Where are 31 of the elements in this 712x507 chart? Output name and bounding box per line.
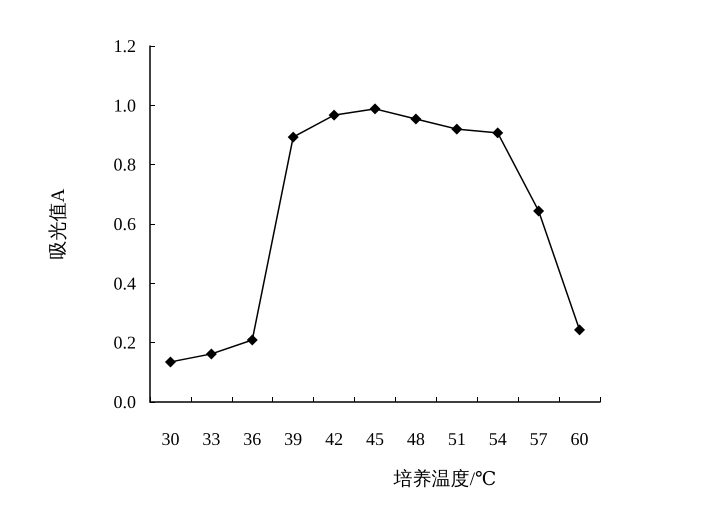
y-tick-label: 1.0: [114, 95, 136, 116]
x-tick-label: 60: [570, 429, 589, 449]
x-tick-label: 33: [202, 429, 220, 449]
y-axis-title: 吸光值A: [48, 188, 69, 260]
x-tick-label: 39: [284, 429, 302, 449]
point: [164, 356, 176, 368]
x-axis-title: 培养温度/℃: [392, 468, 496, 490]
y-tick-label: 0.0: [114, 392, 136, 412]
point: [206, 348, 217, 360]
point: [533, 205, 544, 216]
y-tick-label: 0.6: [114, 214, 136, 234]
x-tick-label: 54: [488, 429, 507, 449]
point: [328, 110, 340, 121]
x-tick-label: 42: [325, 429, 344, 449]
point: [574, 324, 586, 336]
point: [410, 113, 422, 124]
x-tick-label: 36: [243, 429, 262, 449]
point: [492, 127, 504, 138]
point: [451, 124, 462, 135]
y-tick-label: 0.8: [114, 154, 136, 175]
y-tick-label: 0.2: [114, 332, 136, 353]
x-tick-label: 45: [366, 429, 384, 449]
point: [288, 132, 299, 143]
x-tick-label: 30: [161, 429, 180, 449]
x-tick-label: 51: [448, 429, 466, 449]
x-tick-label: 57: [530, 429, 548, 449]
y-tick-label: 0.4: [114, 273, 136, 294]
x-tick-label: 48: [406, 429, 425, 449]
point: [370, 103, 380, 114]
y-tick-label: 1.2: [114, 36, 136, 56]
point: [246, 334, 258, 346]
